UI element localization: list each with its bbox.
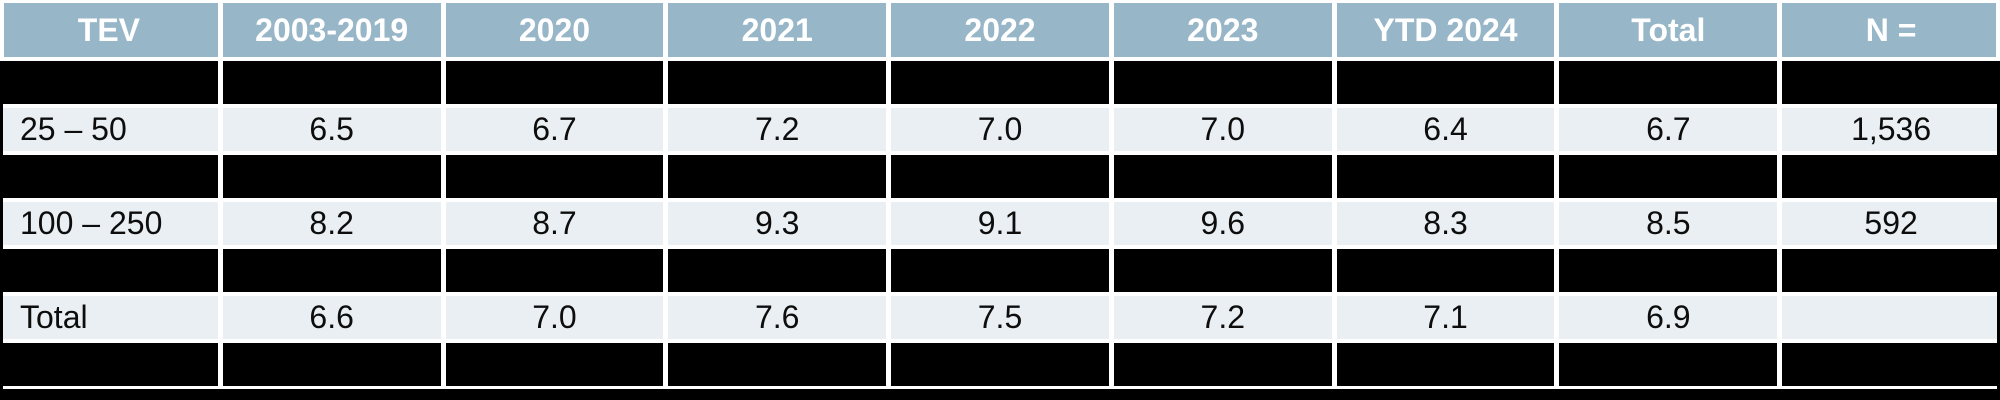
redacted-cell <box>445 61 664 104</box>
redacted-cell <box>1113 155 1332 198</box>
value-cell: 8.7 <box>445 202 664 245</box>
header-cell-2022: 2022 <box>891 3 1109 57</box>
redacted-cell <box>668 61 887 104</box>
tev-ebitda-table: TEV 2003-2019 2020 2021 2022 2023 YTD 20… <box>0 3 2000 386</box>
redacted-cell <box>222 249 441 292</box>
value-cell: 6.6 <box>222 296 441 339</box>
header-cell-tev: TEV <box>0 3 218 57</box>
value-cell: 9.6 <box>1113 202 1332 245</box>
value-cell: 7.0 <box>891 108 1109 151</box>
redacted-cell <box>668 343 887 386</box>
redacted-cell <box>1336 343 1555 386</box>
redacted-cell <box>1336 249 1555 292</box>
value-cell: 6.7 <box>445 108 664 151</box>
value-cell: 7.2 <box>668 108 887 151</box>
value-cell: 1,536 <box>1782 108 2000 151</box>
value-cell: 7.1 <box>1336 296 1555 339</box>
header-cell-2003-2019: 2003-2019 <box>222 3 441 57</box>
value-cell: 9.1 <box>891 202 1109 245</box>
redacted-cell <box>1559 61 1778 104</box>
value-cell: 7.5 <box>891 296 1109 339</box>
header-right-margin <box>1996 3 2000 57</box>
redacted-cell <box>222 155 441 198</box>
value-cell: 8.5 <box>1559 202 1778 245</box>
redacted-cell <box>1113 343 1332 386</box>
redacted-cell <box>1113 61 1332 104</box>
redacted-cell <box>222 343 441 386</box>
value-cell: 7.2 <box>1113 296 1332 339</box>
redacted-cell <box>1336 155 1555 198</box>
redacted-cell <box>668 249 887 292</box>
redacted-cell <box>1113 249 1332 292</box>
value-cell: 9.3 <box>668 202 887 245</box>
value-cell: 8.3 <box>1336 202 1555 245</box>
row-label-cell: 25 – 50 <box>0 108 218 151</box>
header-cell-total: Total <box>1559 3 1778 57</box>
value-cell: 7.0 <box>445 296 664 339</box>
table-left-border <box>0 61 3 400</box>
value-cell: 7.6 <box>668 296 887 339</box>
value-cell: 6.9 <box>1559 296 1778 339</box>
redacted-cell <box>1782 343 2000 386</box>
redacted-cell <box>891 343 1109 386</box>
redacted-cell <box>222 61 441 104</box>
redacted-cell <box>1559 249 1778 292</box>
header-cell-2023: 2023 <box>1113 3 1332 57</box>
header-cell-n: N = <box>1782 3 2000 57</box>
redacted-cell <box>1336 61 1555 104</box>
redacted-cell <box>891 155 1109 198</box>
redacted-cell <box>1782 155 2000 198</box>
redacted-cell <box>1559 343 1778 386</box>
header-cell-ytd-2024: YTD 2024 <box>1336 3 1555 57</box>
redacted-cell <box>0 249 218 292</box>
redacted-cell <box>445 249 664 292</box>
value-cell: 6.4 <box>1336 108 1555 151</box>
value-cell: 8.2 <box>222 202 441 245</box>
redacted-cell <box>445 155 664 198</box>
header-cell-2020: 2020 <box>445 3 664 57</box>
row-label-cell: 100 – 250 <box>0 202 218 245</box>
header-cell-2021: 2021 <box>668 3 887 57</box>
redacted-cell <box>891 61 1109 104</box>
value-cell: 7.0 <box>1113 108 1332 151</box>
value-cell: 592 <box>1782 202 2000 245</box>
table-right-border <box>1997 61 2000 400</box>
redacted-cell <box>668 155 887 198</box>
value-cell: 6.5 <box>222 108 441 151</box>
redacted-cell <box>1559 155 1778 198</box>
redacted-cell <box>1782 61 2000 104</box>
redacted-cell <box>445 343 664 386</box>
redacted-cell <box>0 61 218 104</box>
value-cell <box>1782 296 2000 339</box>
value-cell: 6.7 <box>1559 108 1778 151</box>
table-bottom-border <box>0 389 2000 400</box>
redacted-cell <box>0 343 218 386</box>
redacted-cell <box>0 155 218 198</box>
row-label-cell: Total <box>0 296 218 339</box>
redacted-cell <box>1782 249 2000 292</box>
redacted-cell <box>891 249 1109 292</box>
header-left-margin <box>0 3 4 57</box>
